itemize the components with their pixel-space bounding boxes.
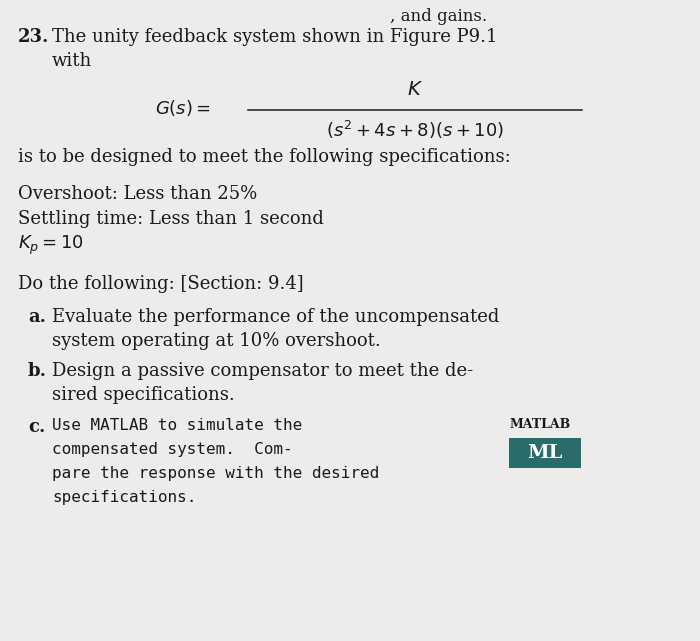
Text: Overshoot: Less than 25%: Overshoot: Less than 25%: [18, 185, 258, 203]
Text: is to be designed to meet the following specifications:: is to be designed to meet the following …: [18, 148, 511, 166]
Text: 23.: 23.: [18, 28, 50, 46]
Text: Settling time: Less than 1 second: Settling time: Less than 1 second: [18, 210, 324, 228]
Text: Do the following: [Section: 9.4]: Do the following: [Section: 9.4]: [18, 275, 304, 293]
Text: $G(s) =$: $G(s) =$: [155, 98, 211, 118]
Text: The unity feedback system shown in Figure P9.1: The unity feedback system shown in Figur…: [52, 28, 498, 46]
Text: compensated system.  Com-: compensated system. Com-: [52, 442, 293, 457]
Text: sired specifications.: sired specifications.: [52, 386, 234, 404]
Text: a.: a.: [28, 308, 46, 326]
Text: c.: c.: [28, 418, 46, 436]
FancyBboxPatch shape: [509, 438, 581, 468]
Text: Use MATLAB to simulate the: Use MATLAB to simulate the: [52, 418, 302, 433]
Text: $K$: $K$: [407, 81, 423, 99]
Text: , and gains.: , and gains.: [390, 8, 487, 25]
Text: MATLAB: MATLAB: [510, 418, 571, 431]
Text: ML: ML: [527, 444, 563, 462]
Text: $(s^2+4s+8)(s+10)$: $(s^2+4s+8)(s+10)$: [326, 119, 504, 141]
Text: $K_p = 10$: $K_p = 10$: [18, 234, 84, 257]
Text: specifications.: specifications.: [52, 490, 197, 505]
Text: Evaluate the performance of the uncompensated: Evaluate the performance of the uncompen…: [52, 308, 499, 326]
Text: b.: b.: [28, 362, 47, 380]
Text: with: with: [52, 52, 92, 70]
Text: pare the response with the desired: pare the response with the desired: [52, 466, 379, 481]
Text: system operating at 10% overshoot.: system operating at 10% overshoot.: [52, 332, 381, 350]
Text: Design a passive compensator to meet the de-: Design a passive compensator to meet the…: [52, 362, 473, 380]
